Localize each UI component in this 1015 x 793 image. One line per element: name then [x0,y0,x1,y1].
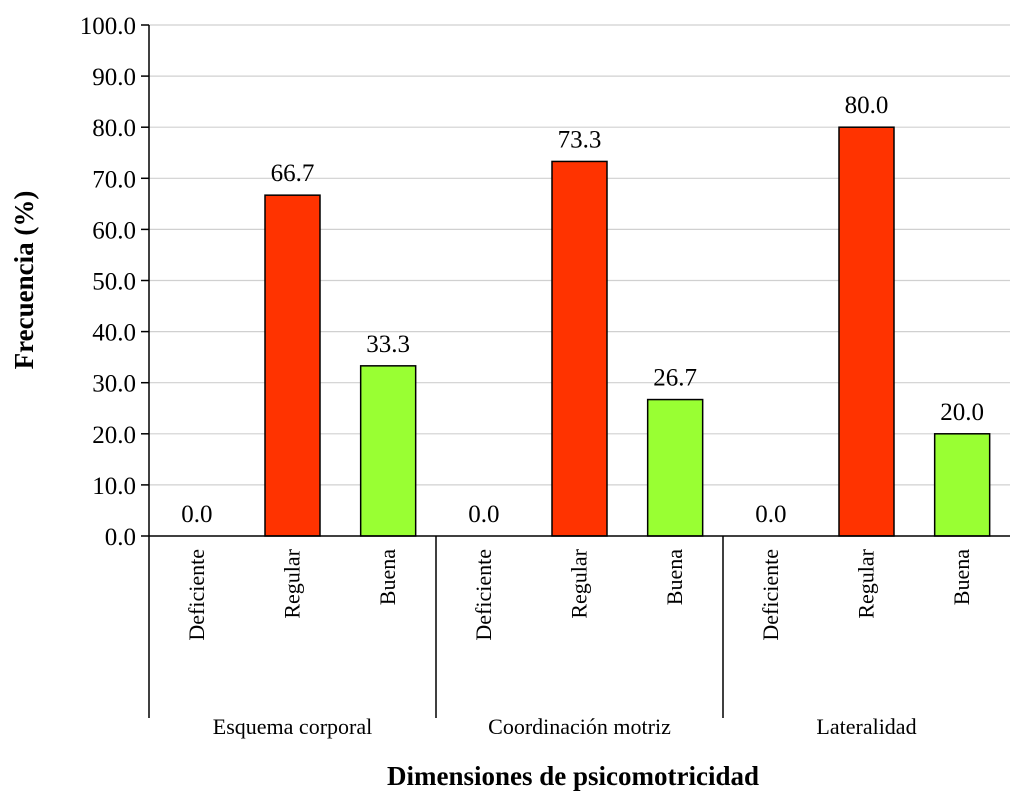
data-label: 26.7 [653,365,697,392]
axes [141,24,1010,718]
y-tick-label: 90.0 [92,64,136,91]
x-tick-label: Regular [280,548,305,618]
x-tick-label: Buena [375,549,400,605]
data-label: 0.0 [468,501,499,528]
group-label: Coordinación motriz [488,714,671,739]
data-label: 20.0 [940,399,984,426]
y-tick-label: 100.0 [80,13,136,40]
y-tick-label: 0.0 [105,524,136,551]
labels: 0.0 10.0 20.0 30.0 40.0 50.0 60.0 70.0 80.0 90.0 1… [80,13,984,739]
group-label: Esquema corporal [213,714,372,739]
bar-regular [551,160,608,537]
y-tick-label: 20.0 [92,422,136,449]
data-label: 33.3 [366,331,410,358]
y-tick-label: 80.0 [92,115,136,142]
y-axis-title: Frecuencia (%) [9,191,39,370]
data-label: 80.0 [845,92,889,119]
x-axis-title: Dimensiones de psicomotricidad [387,761,759,791]
y-tick-label: 10.0 [92,473,136,500]
y-tick-label: 30.0 [92,371,136,398]
x-tick-label: Buena [949,549,974,605]
x-tick-label: Regular [854,548,879,618]
x-tick-label: Regular [567,548,592,618]
y-tick-label: 70.0 [92,166,136,193]
x-tick-label: Deficiente [184,549,209,641]
x-tick-label: Deficiente [758,549,783,641]
y-tick-label: 50.0 [92,269,136,296]
bar-buena [359,365,417,537]
bar-regular [264,194,321,537]
y-tick-label: 60.0 [92,217,136,244]
bar-regular [838,126,895,537]
group-label: Lateralidad [816,714,916,739]
data-label: 0.0 [755,501,786,528]
bar-buena [646,398,704,537]
data-label: 66.7 [271,160,315,187]
data-label: 73.3 [558,126,602,153]
x-tick-label: Deficiente [471,549,496,641]
x-tick-label: Buena [662,549,687,605]
bar-buena [933,433,991,537]
data-label: 0.0 [181,501,212,528]
y-tick-label: 40.0 [92,320,136,347]
